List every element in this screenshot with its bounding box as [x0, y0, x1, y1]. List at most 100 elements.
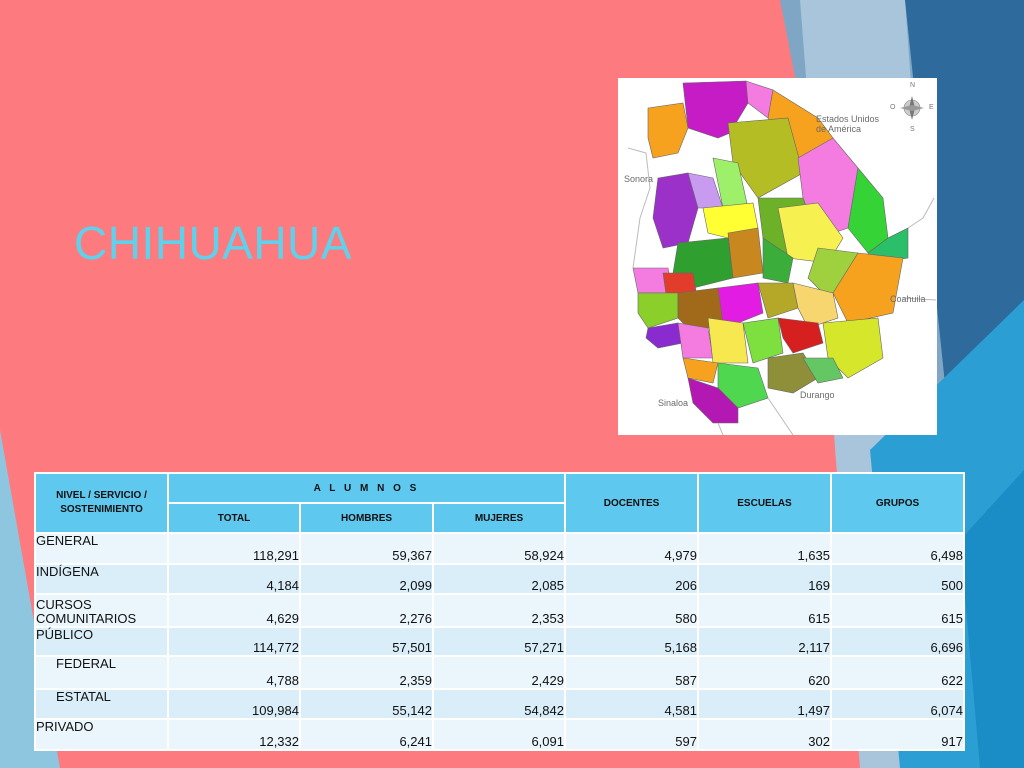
header-hombres: HOMBRES [299, 502, 434, 534]
cell-mujeres: 6,091 [432, 718, 566, 751]
header-escuelas: ESCUELAS [697, 472, 832, 534]
municipality-region [717, 282, 764, 324]
map-label-sinaloa: Sinaloa [658, 398, 689, 408]
cell-grupos: 917 [830, 718, 965, 751]
map-label-coahuila: Coahuila [890, 294, 926, 304]
cell-hombres: 2,099 [299, 563, 434, 595]
cell-total: 4,184 [167, 563, 301, 595]
municipality-region [645, 322, 684, 349]
municipality-region [727, 117, 804, 199]
cell-total: 109,984 [167, 688, 301, 720]
header-grupos: GRUPOS [830, 472, 965, 534]
row-label: FEDERAL [34, 655, 169, 690]
cell-total: 114,772 [167, 626, 301, 657]
header-mujeres: MUJERES [432, 502, 566, 534]
municipality-region [847, 167, 889, 254]
compass-rose-icon: N S E O [890, 82, 936, 134]
cell-hombres: 57,501 [299, 626, 434, 657]
municipality-region [677, 322, 714, 359]
cell-hombres: 2,276 [299, 593, 434, 628]
row-label: ESTATAL [34, 688, 169, 720]
cell-grupos: 6,498 [830, 532, 965, 565]
map-label-durango: Durango [800, 390, 835, 400]
cell-total: 118,291 [167, 532, 301, 565]
table-row: INDÍGENA 4,184 2,099 2,085 206 169 500 [34, 563, 965, 595]
cell-escuelas: 302 [697, 718, 832, 751]
row-label: INDÍGENA [34, 563, 169, 595]
cell-escuelas: 615 [697, 593, 832, 628]
cell-mujeres: 54,842 [432, 688, 566, 720]
map-label-sonora: Sonora [624, 174, 654, 184]
cell-hombres: 6,241 [299, 718, 434, 751]
cell-grupos: 500 [830, 563, 965, 595]
cell-total: 4,629 [167, 593, 301, 628]
cell-hombres: 2,359 [299, 655, 434, 690]
table-row: CURSOS COMUNITARIOS 4,629 2,276 2,353 58… [34, 593, 965, 628]
cell-docentes: 4,979 [564, 532, 699, 565]
municipality-region [707, 317, 749, 364]
header-row-top: NIVEL / SERVICIO / SOSTENIMIENTO A L U M… [34, 472, 965, 534]
header-row-sub: TOTAL HOMBRES MUJERES [35, 502, 964, 534]
cell-docentes: 5,168 [564, 626, 699, 657]
cell-escuelas: 169 [697, 563, 832, 595]
municipality-region [647, 102, 689, 159]
row-label: PÚBLICO [34, 626, 169, 657]
table-row: PRIVADO 12,332 6,241 6,091 597 302 917 [34, 718, 965, 751]
cell-hombres: 55,142 [299, 688, 434, 720]
cell-mujeres: 2,429 [432, 655, 566, 690]
municipality-region [767, 352, 819, 394]
compass-n: N [910, 82, 916, 89]
row-label: GENERAL [34, 532, 169, 565]
table-row: ESTATAL 109,984 55,142 54,842 4,581 1,49… [34, 688, 965, 720]
cell-total: 12,332 [167, 718, 301, 751]
chihuahua-map [627, 80, 937, 435]
cell-docentes: 580 [564, 593, 699, 628]
cell-mujeres: 2,085 [432, 563, 566, 595]
cell-escuelas: 1,497 [697, 688, 832, 720]
municipality-region [832, 252, 904, 324]
cell-mujeres: 2,353 [432, 593, 566, 628]
cell-escuelas: 620 [697, 655, 832, 690]
municipality-region [802, 357, 844, 384]
slide-title: CHIHUAHUA [74, 217, 352, 269]
municipality-region [822, 317, 884, 379]
compass-e: E [929, 104, 934, 111]
table-row: FEDERAL 4,788 2,359 2,429 587 620 622 [34, 655, 965, 690]
table-row: GENERAL 118,291 59,367 58,924 4,979 1,63… [34, 532, 965, 565]
compass-s: S [910, 126, 915, 133]
municipality-region [687, 377, 739, 424]
compass-w: O [890, 104, 896, 111]
cell-hombres: 59,367 [299, 532, 434, 565]
municipality-region [742, 317, 784, 364]
cell-escuelas: 1,635 [697, 532, 832, 565]
statistics-table: NIVEL / SERVICIO / SOSTENIMIENTO A L U M… [34, 472, 965, 751]
right-panel-accent [960, 470, 1024, 768]
header-alumnos: A L U M N O S [167, 472, 566, 504]
cell-mujeres: 57,271 [432, 626, 566, 657]
row-label: PRIVADO [34, 718, 169, 751]
header-docentes: DOCENTES [564, 472, 699, 534]
cell-grupos: 622 [830, 655, 965, 690]
cell-grupos: 615 [830, 593, 965, 628]
cell-grupos: 6,074 [830, 688, 965, 720]
municipality-region [637, 292, 679, 329]
table-row: PÚBLICO 114,772 57,501 57,271 5,168 2,11… [34, 626, 965, 657]
compass-graphic [900, 96, 924, 120]
cell-docentes: 587 [564, 655, 699, 690]
cell-grupos: 6,696 [830, 626, 965, 657]
header-nivel: NIVEL / SERVICIO / SOSTENIMIENTO [34, 472, 169, 534]
cell-docentes: 597 [564, 718, 699, 751]
cell-docentes: 206 [564, 563, 699, 595]
map-label-usa-text: Estados Unidos de América [816, 114, 880, 134]
municipality-region [777, 317, 824, 354]
municipality-region [682, 357, 719, 384]
municipality-region [757, 282, 799, 319]
cell-docentes: 4,581 [564, 688, 699, 720]
municipality-region [717, 362, 769, 409]
row-label: CURSOS COMUNITARIOS [34, 593, 169, 628]
cell-mujeres: 58,924 [432, 532, 566, 565]
municipality-region [727, 227, 764, 279]
map-label-usa: Estados Unidos de América [816, 114, 896, 134]
map-image: Estados Unidos de América Sonora Coahuil… [618, 78, 937, 435]
header-total: TOTAL [167, 502, 301, 534]
